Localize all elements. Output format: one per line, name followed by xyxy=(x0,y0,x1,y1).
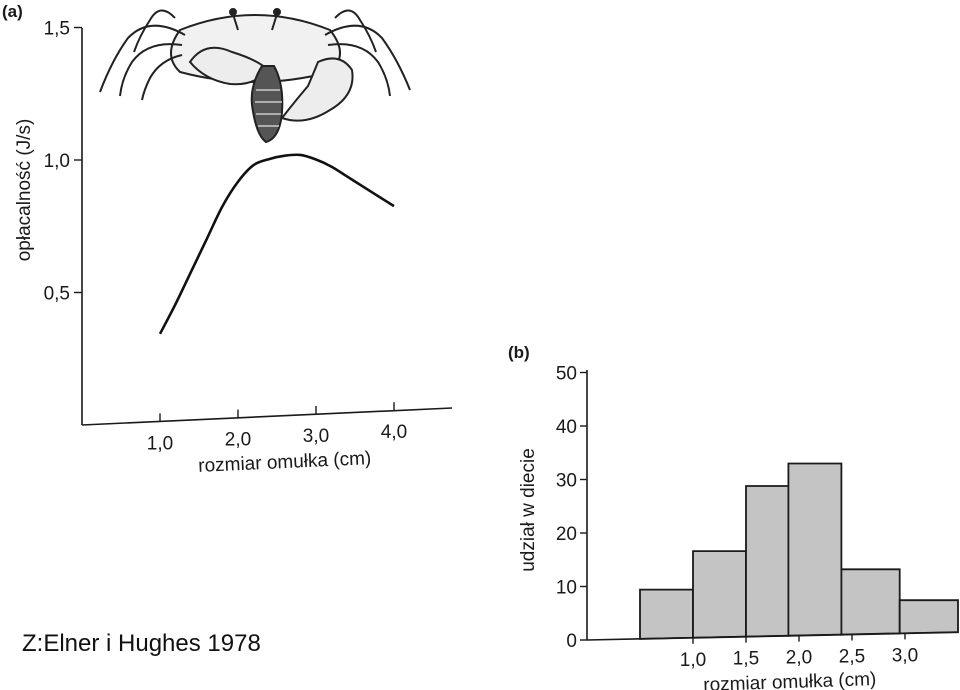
y-tick-label-a: 0,5 xyxy=(44,284,70,305)
histogram-bar xyxy=(639,588,694,640)
y-tick-label-b: 40 xyxy=(556,417,577,438)
y-axis-title-a: opłacalność (J/s) xyxy=(14,119,35,262)
chart-panel-b: (b) 0 10 20 30 40 50 1,0 1,5 2,0 2,5 3,0 rozmiar … xyxy=(508,343,959,690)
x-tick-label-b: 2,0 xyxy=(786,648,812,669)
histogram-bar xyxy=(898,599,959,635)
x-tick-label-a: 1,0 xyxy=(147,433,173,454)
x-tick-label-b: 1,5 xyxy=(733,649,759,670)
histogram-bar xyxy=(692,550,747,639)
x-tick-label-b: 2,5 xyxy=(839,647,865,668)
histogram-bar xyxy=(745,485,790,638)
line-series-a xyxy=(158,153,395,335)
x-tick-label-a: 4,0 xyxy=(381,422,407,443)
crab-holding-mussel-icon xyxy=(99,8,411,144)
x-axis-b xyxy=(586,631,959,641)
y-tick-label-b: 10 xyxy=(556,578,577,599)
histogram-bar xyxy=(840,568,901,636)
y-tick-label-a: 1,5 xyxy=(44,19,70,40)
y-tick-label-a: 1,0 xyxy=(44,151,70,172)
y-tick-label-b: 50 xyxy=(556,364,577,385)
x-axis-title-b: rozmiar omułka (cm) xyxy=(703,669,877,690)
x-tick-label-b: 3,0 xyxy=(892,645,918,666)
x-axis-a xyxy=(81,407,453,426)
y-tick-label-b: 20 xyxy=(556,524,577,545)
y-tick-label-b: 30 xyxy=(556,471,577,492)
source-credit: Z:Elner i Hughes 1978 xyxy=(22,630,261,657)
y-tick-label-b: 0 xyxy=(566,631,577,652)
x-tick-label-a: 3,0 xyxy=(303,426,329,447)
x-axis-title-a: rozmiar omułka (cm) xyxy=(198,448,372,477)
panel-label-b: (b) xyxy=(508,343,530,362)
x-tick-label-a: 2,0 xyxy=(225,430,251,451)
chart-panel-a: (a) xyxy=(2,2,453,477)
x-tick-label-b: 1,0 xyxy=(680,650,706,671)
panel-label-a: (a) xyxy=(2,2,23,21)
histogram-bar xyxy=(787,462,843,637)
y-axis-title-b: udział w diecie xyxy=(518,448,539,572)
